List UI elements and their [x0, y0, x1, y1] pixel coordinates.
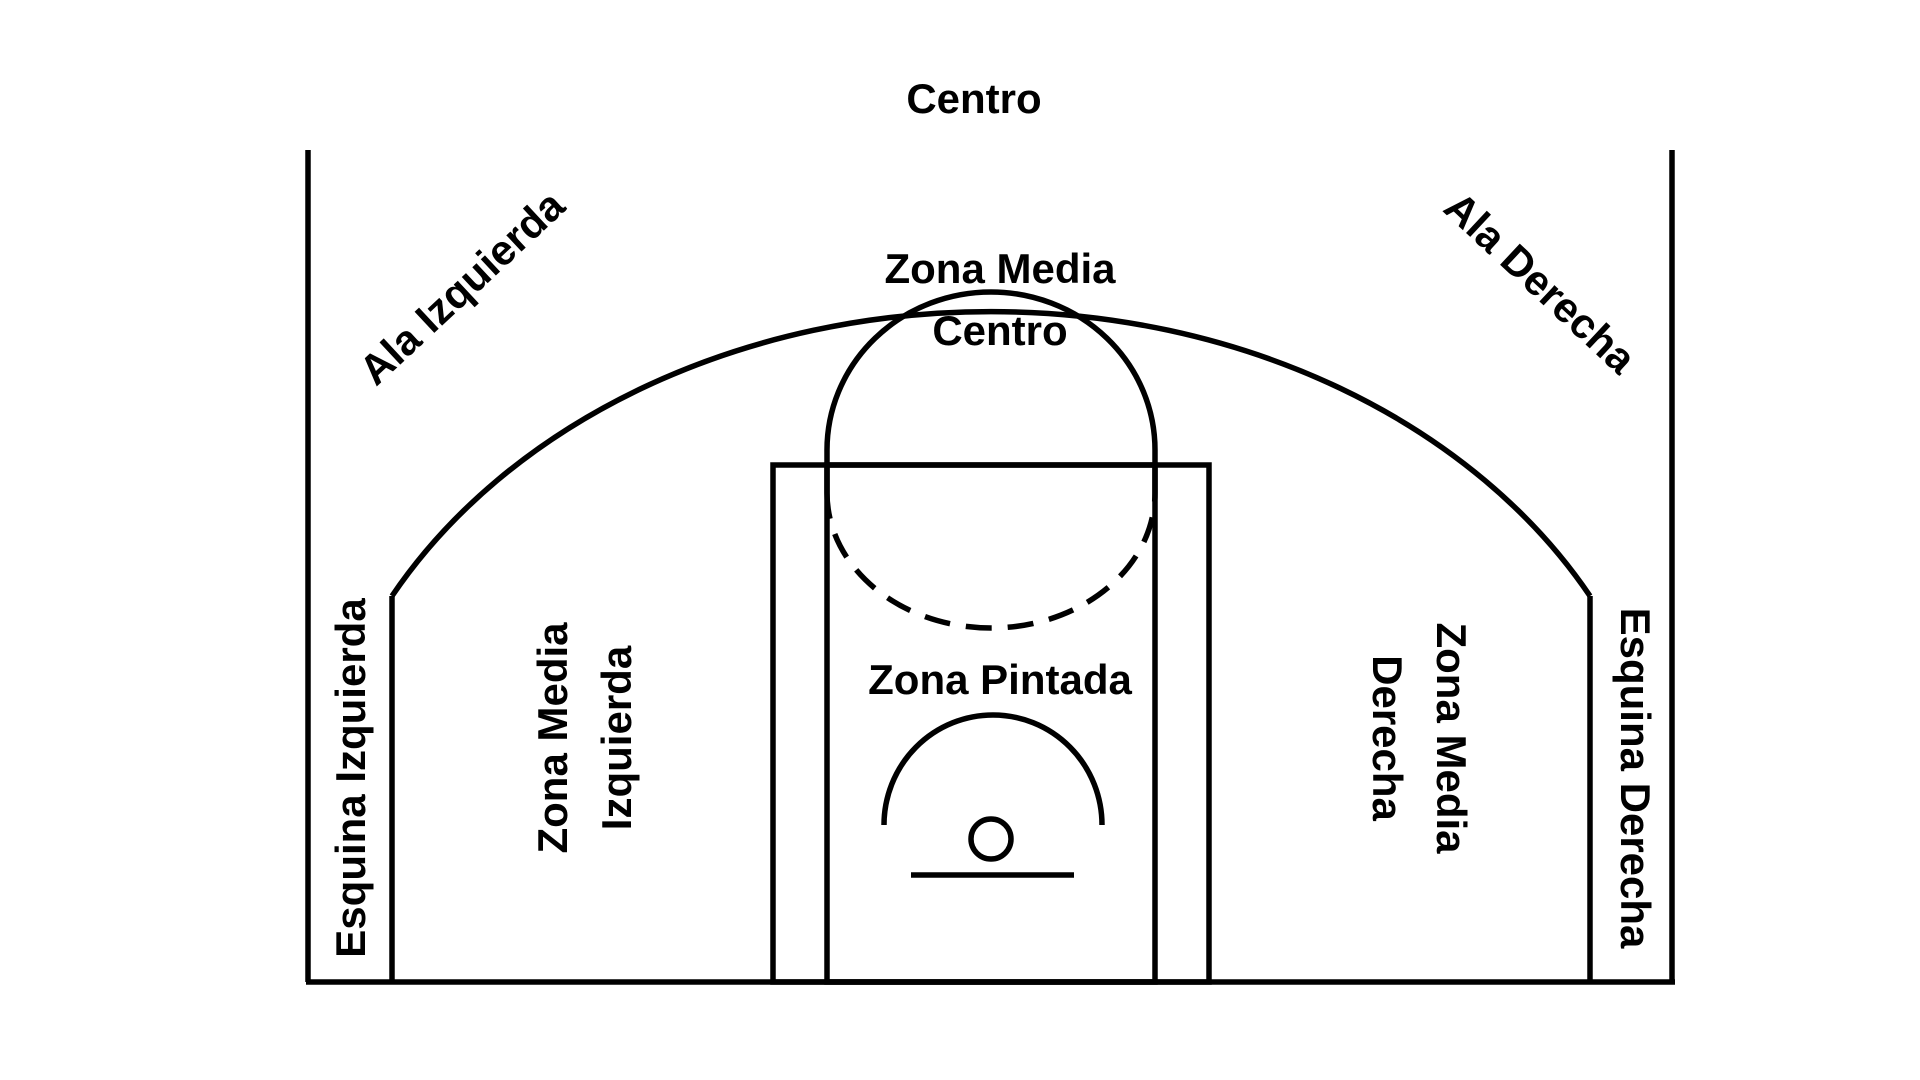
- basket-rim: [968, 816, 1014, 862]
- label-zona-pintada: Zona Pintada: [868, 656, 1132, 703]
- label-zona-media-izquierda-line1: Zona Media: [529, 622, 576, 854]
- label-esquina-izquierda: Esquina Izquierda: [327, 598, 374, 958]
- free-throw-circle-top: [824, 289, 1158, 493]
- label-esquina-derecha: Esquina Derecha: [1612, 608, 1659, 949]
- label-zona-media-derecha-line2: Derecha: [1364, 655, 1411, 821]
- label-zona-media-centro-line2: Centro: [932, 307, 1067, 354]
- inner-lane: [824, 462, 1158, 985]
- label-zona-media-centro-line1: Zona Media: [884, 245, 1116, 292]
- restricted-area-arc: [881, 712, 1105, 826]
- label-zona-media-derecha-line1: Zona Media: [1428, 622, 1475, 854]
- label-ala-izquierda: Ala Izquierda: [350, 181, 574, 394]
- three-point-arc: [389, 308, 1593, 598]
- label-zona-media-izquierda-line2: Izquierda: [593, 645, 640, 830]
- label-centro: Centro: [906, 75, 1041, 122]
- label-ala-derecha: Ala Derecha: [1436, 183, 1646, 383]
- free-throw-circle-bottom-dashed: [824, 492, 1158, 631]
